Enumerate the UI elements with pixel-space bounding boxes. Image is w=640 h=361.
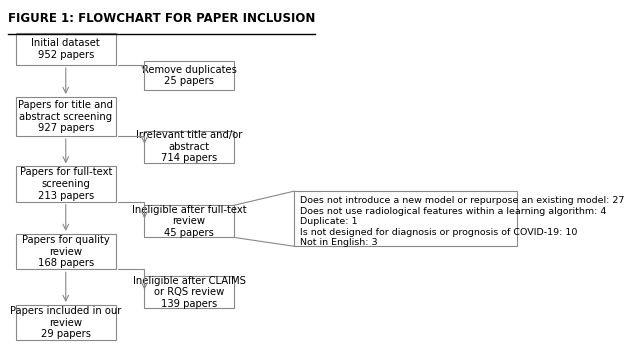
- FancyBboxPatch shape: [16, 305, 116, 340]
- Text: Ineligible after CLAIMS
or RQS review
139 papers: Ineligible after CLAIMS or RQS review 13…: [132, 276, 246, 309]
- FancyBboxPatch shape: [145, 61, 234, 90]
- FancyBboxPatch shape: [16, 33, 116, 65]
- FancyBboxPatch shape: [16, 166, 116, 202]
- Text: Irrelevant title and/or
abstract
714 papers: Irrelevant title and/or abstract 714 pap…: [136, 130, 243, 163]
- Text: Papers included in our
review
29 papers: Papers included in our review 29 papers: [10, 306, 122, 339]
- FancyBboxPatch shape: [16, 234, 116, 269]
- Text: Remove duplicates
25 papers: Remove duplicates 25 papers: [141, 65, 237, 86]
- FancyBboxPatch shape: [145, 205, 234, 238]
- Text: Ineligible after full-text
review
45 papers: Ineligible after full-text review 45 pap…: [132, 205, 246, 238]
- Text: FIGURE 1: FLOWCHART FOR PAPER INCLUSION: FIGURE 1: FLOWCHART FOR PAPER INCLUSION: [8, 12, 316, 25]
- Text: Papers for full-text
screening
213 papers: Papers for full-text screening 213 paper…: [20, 168, 112, 201]
- Text: Initial dataset
952 papers: Initial dataset 952 papers: [31, 38, 100, 60]
- Text: Papers for title and
abstract screening
927 papers: Papers for title and abstract screening …: [19, 100, 113, 133]
- FancyBboxPatch shape: [294, 191, 517, 246]
- FancyBboxPatch shape: [145, 131, 234, 163]
- Text: Papers for quality
review
168 papers: Papers for quality review 168 papers: [22, 235, 109, 268]
- Text: Does not introduce a new model or repurpose an existing model: 27
Does not use r: Does not introduce a new model or repurp…: [300, 196, 625, 247]
- FancyBboxPatch shape: [145, 277, 234, 308]
- FancyBboxPatch shape: [16, 97, 116, 136]
